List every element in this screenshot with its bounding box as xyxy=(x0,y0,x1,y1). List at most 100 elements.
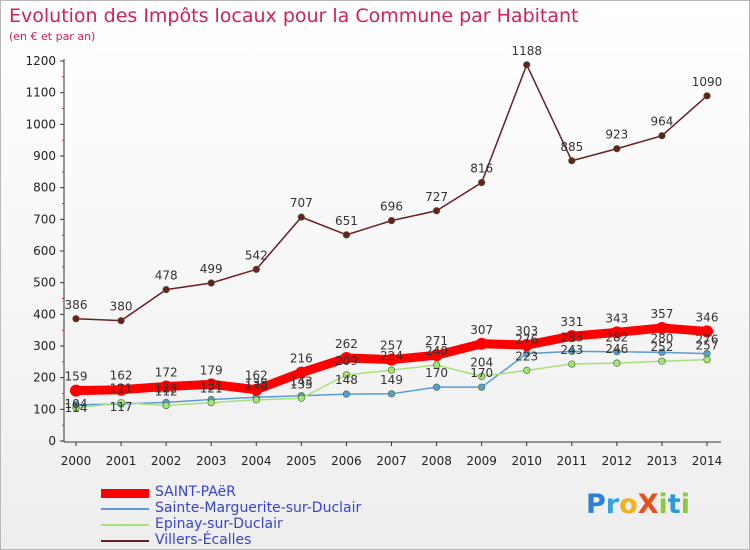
legend-swatch xyxy=(101,488,149,498)
y-tick-label: 500 xyxy=(33,276,56,290)
data-label: 209 xyxy=(335,354,358,368)
data-label: 727 xyxy=(425,190,448,204)
x-tick-label: 2014 xyxy=(692,454,723,468)
data-label: 240 xyxy=(425,344,448,358)
x-tick-label: 2002 xyxy=(151,454,182,468)
legend-swatch xyxy=(101,524,149,526)
data-label: 280 xyxy=(650,331,673,345)
data-label: 159 xyxy=(65,370,88,384)
data-label: 122 xyxy=(155,381,178,395)
legend-swatch xyxy=(101,508,149,510)
data-point xyxy=(387,366,396,374)
data-point xyxy=(115,383,128,396)
data-label: 121 xyxy=(200,382,223,396)
data-point xyxy=(701,325,713,338)
x-tick-label: 2006 xyxy=(331,454,362,468)
y-tick-label: 600 xyxy=(33,244,56,258)
data-label: 923 xyxy=(605,128,628,142)
data-point xyxy=(568,157,576,165)
y-tick-label: 0 xyxy=(48,434,56,448)
data-point xyxy=(385,353,398,366)
data-label: 162 xyxy=(110,369,133,383)
data-label: 271 xyxy=(425,334,448,348)
data-point xyxy=(565,330,578,343)
y-tick-label: 200 xyxy=(33,371,56,385)
legend-label: Villers-Écalles xyxy=(155,532,252,548)
data-label: 257 xyxy=(696,339,719,353)
data-point xyxy=(295,366,308,379)
data-point xyxy=(658,348,666,356)
data-point xyxy=(610,326,623,339)
data-label: 303 xyxy=(515,324,538,338)
data-label: 252 xyxy=(650,340,673,354)
data-point xyxy=(568,360,576,368)
data-label: 179 xyxy=(200,363,223,377)
y-tick-label: 100 xyxy=(33,402,56,416)
x-tick-label: 2001 xyxy=(106,454,137,468)
data-label: 170 xyxy=(470,366,493,380)
proxiti-logo: ProXiti xyxy=(586,489,690,520)
legend-label: Sainte-Marguerite-sur-Duclair xyxy=(155,500,362,516)
data-point xyxy=(613,348,621,356)
data-point xyxy=(162,401,170,410)
data-label: 149 xyxy=(380,373,403,387)
data-point xyxy=(162,286,170,294)
data-label: 216 xyxy=(290,352,313,366)
data-label: 276 xyxy=(696,333,719,347)
x-tick-label: 2004 xyxy=(241,454,272,468)
data-point xyxy=(430,349,443,362)
x-tick-label: 2000 xyxy=(61,454,92,468)
data-point xyxy=(342,371,351,379)
y-tick-label: 900 xyxy=(33,149,56,163)
data-label: 170 xyxy=(425,366,448,380)
data-label: 121 xyxy=(110,382,133,396)
data-point xyxy=(297,394,305,402)
data-label: 386 xyxy=(65,298,88,312)
y-tick-label: 1100 xyxy=(25,86,56,100)
legend-label: Epinay-sur-Duclair xyxy=(155,516,283,532)
y-tick-label: 400 xyxy=(33,307,56,321)
data-point xyxy=(432,361,441,369)
data-point xyxy=(613,359,621,367)
data-label: 131 xyxy=(200,379,223,393)
data-point xyxy=(703,356,711,364)
data-point xyxy=(250,383,263,396)
data-point xyxy=(387,390,396,398)
data-label: 346 xyxy=(696,310,719,324)
data-point xyxy=(297,213,305,221)
data-label: 651 xyxy=(335,214,358,228)
data-point xyxy=(475,337,488,350)
data-label: 282 xyxy=(605,331,628,345)
data-point xyxy=(478,372,486,381)
data-point xyxy=(340,352,353,365)
data-label: 204 xyxy=(470,355,493,369)
data-point xyxy=(478,383,486,391)
data-point xyxy=(72,315,80,323)
y-tick-label: 700 xyxy=(33,212,56,226)
data-label: 162 xyxy=(245,369,268,383)
x-tick-label: 2012 xyxy=(602,454,633,468)
data-label: 307 xyxy=(470,323,493,337)
data-label: 542 xyxy=(245,248,268,262)
data-point xyxy=(70,384,82,397)
data-point xyxy=(432,207,441,215)
data-label: 262 xyxy=(335,337,358,351)
data-point xyxy=(387,217,396,225)
data-label: 138 xyxy=(245,376,268,390)
data-label: 135 xyxy=(290,377,313,391)
data-point xyxy=(252,265,260,273)
data-point xyxy=(342,390,351,398)
data-label: 357 xyxy=(650,307,673,321)
data-point xyxy=(117,317,125,325)
legend-label: SAINT-PAëR xyxy=(155,484,236,500)
data-label: 143 xyxy=(290,375,313,389)
data-label: 223 xyxy=(515,349,538,363)
data-point xyxy=(252,396,260,404)
y-tick-label: 800 xyxy=(33,181,56,195)
data-label: 104 xyxy=(65,397,88,411)
data-point xyxy=(568,347,576,355)
data-label: 130 xyxy=(245,379,268,393)
x-tick-label: 2003 xyxy=(196,454,227,468)
chart-subtitle: (en € et par an) xyxy=(9,30,96,43)
